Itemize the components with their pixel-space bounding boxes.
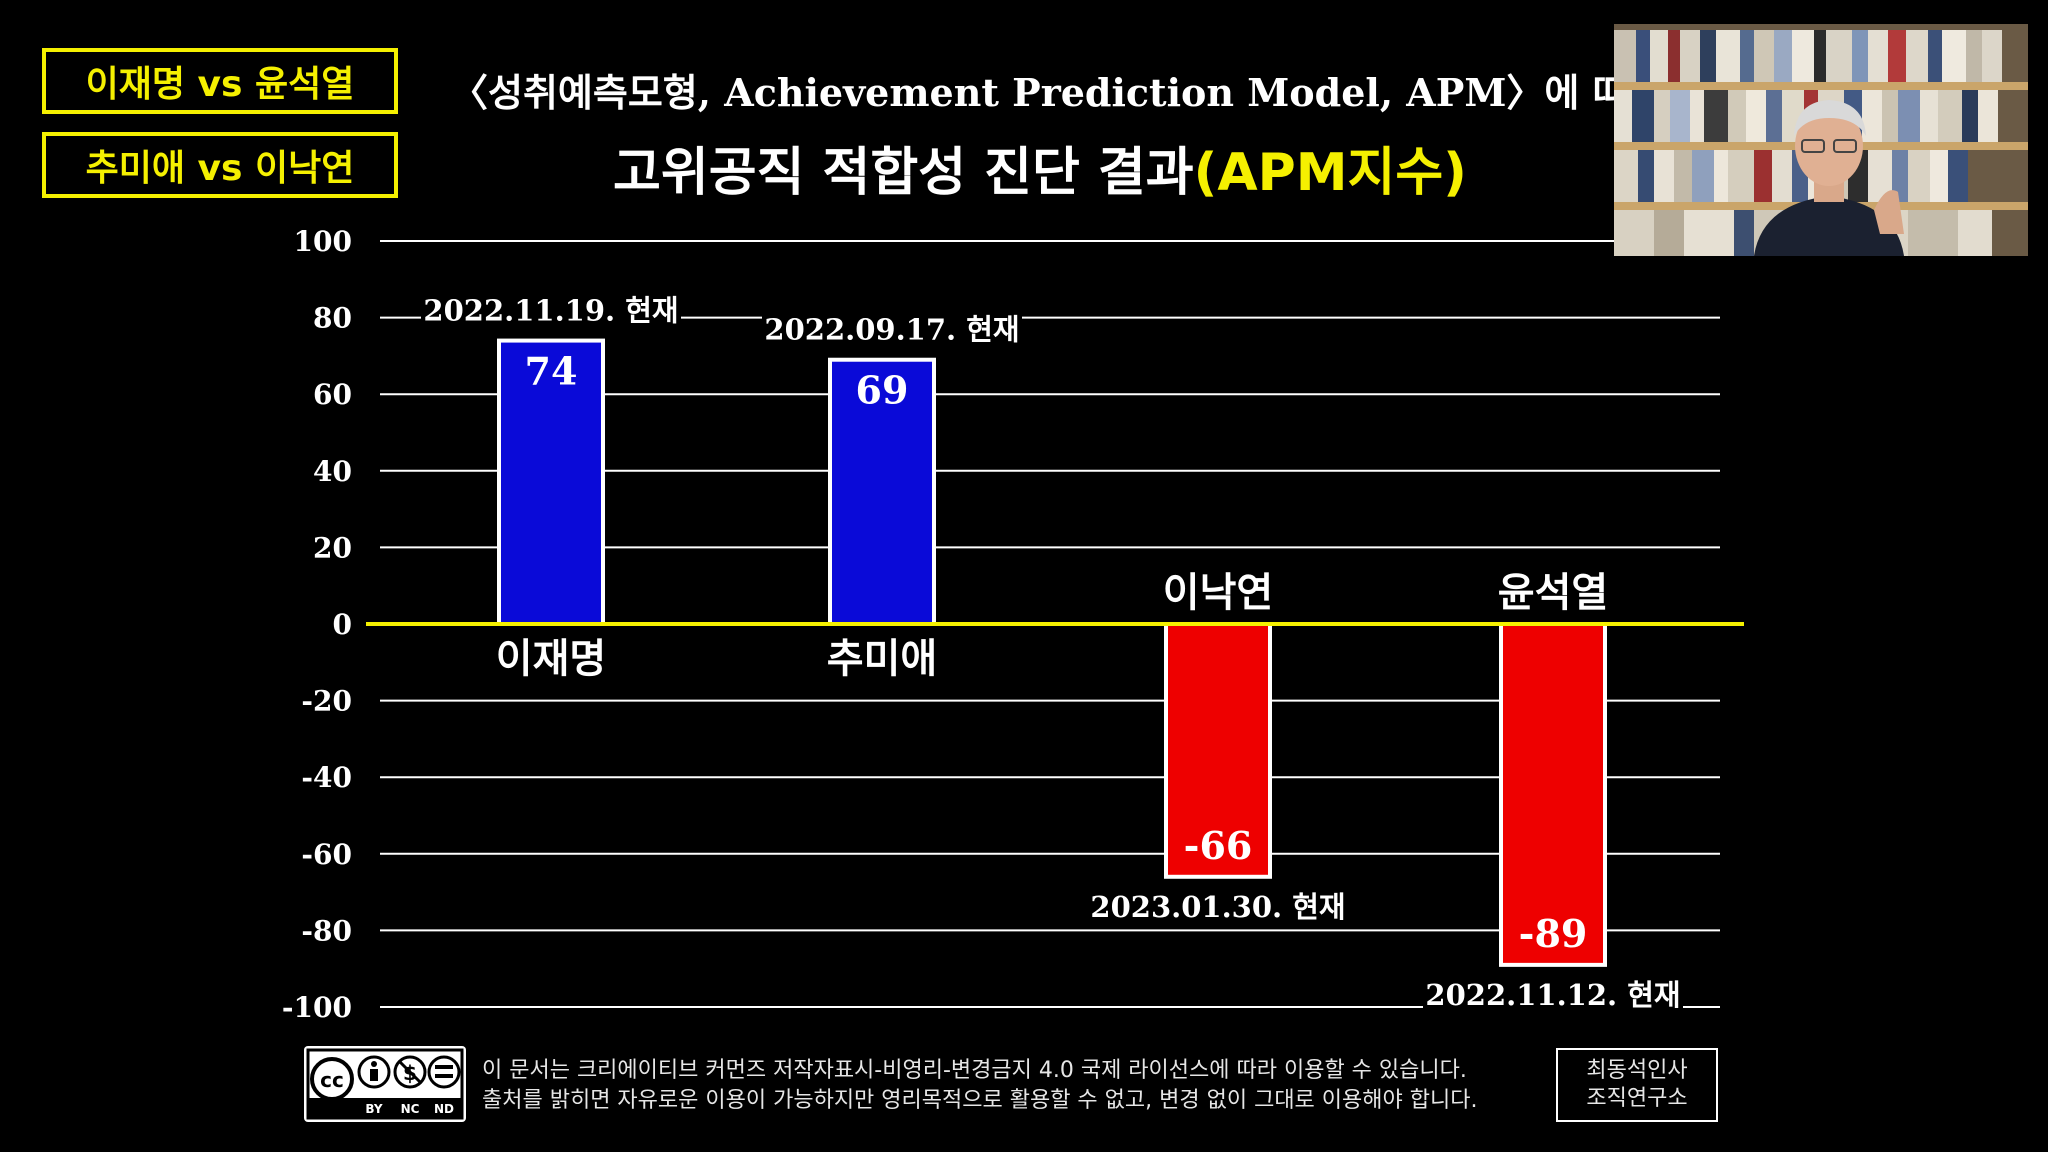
- y-tick-label: -80: [301, 914, 352, 947]
- y-tick-label: 40: [313, 455, 352, 488]
- chart-subtitle: 〈성취예측모형, Achievement Prediction Model, A…: [450, 70, 1663, 115]
- presenter-video-pip: [1614, 24, 2028, 256]
- date-label-bg: [421, 290, 681, 331]
- cc-license-badge: cc $ BY NC ND: [304, 1046, 466, 1122]
- bar-윤석열: [1499, 622, 1607, 967]
- category-label: 추미애: [827, 636, 937, 682]
- data-label: -66: [1184, 823, 1253, 868]
- svg-text:cc: cc: [320, 1068, 344, 1092]
- license-notice: 이 문서는 크리에이티브 커먼즈 저작자표시-비영리-변경금지 4.0 국제 라…: [482, 1056, 1477, 1116]
- org-line-2: 조직연구소: [1586, 1086, 1688, 1111]
- bar-추미애: [828, 357, 936, 626]
- bookshelf-row: [1614, 30, 2028, 82]
- license-line-1: 이 문서는 크리에이티브 커먼즈 저작자표시-비영리-변경금지 4.0 국제 라…: [482, 1058, 1467, 1083]
- cc-badge-label: ND: [434, 1102, 454, 1116]
- y-tick-label: -100: [282, 991, 352, 1024]
- cc-by-nc-nd-icon: cc $ BY NC ND: [306, 1048, 464, 1120]
- y-tick-label: 0: [333, 608, 352, 641]
- date-annotation: 2022.11.12. 현재: [1425, 978, 1680, 1012]
- category-label: 윤석열: [1498, 570, 1608, 616]
- y-tick-label: 100: [294, 225, 352, 258]
- shelf-board: [1614, 82, 2028, 90]
- category-label: 이낙연: [1163, 570, 1273, 616]
- cc-badge-label: NC: [401, 1102, 420, 1116]
- date-annotation: 2022.11.19. 현재: [423, 294, 678, 328]
- data-label: -89: [1519, 911, 1588, 956]
- data-label: 74: [525, 349, 578, 394]
- bar-이낙연: [1164, 622, 1272, 879]
- org-line-1: 최동석인사: [1586, 1058, 1688, 1083]
- y-tick-label: -40: [301, 761, 352, 794]
- category-label: 이재명: [496, 636, 606, 682]
- chart-title-main: 고위공직 적합성 진단 결과: [613, 143, 1194, 203]
- bar-이재명: [497, 338, 605, 626]
- chart-title: 고위공직 적합성 진단 결과(APM지수): [450, 130, 1630, 205]
- date-annotation: 2023.01.30. 현재: [1090, 890, 1345, 924]
- y-tick-label: -60: [301, 838, 352, 871]
- comparison-tag-1: 이재명 vs 윤석열: [42, 48, 398, 114]
- date-label-bg: [1088, 886, 1348, 927]
- y-tick-label: 20: [313, 531, 352, 564]
- date-label-bg: [1423, 974, 1683, 1015]
- organization-label: 최동석인사 조직연구소: [1556, 1048, 1718, 1122]
- chart-title-highlight: (APM지수): [1193, 143, 1467, 203]
- comparison-tag-2: 추미애 vs 이낙연: [42, 132, 398, 198]
- y-tick-label: 80: [313, 302, 352, 335]
- cc-badge-label: BY: [365, 1102, 382, 1116]
- license-line-2: 출처를 밝히면 자유로운 이용이 가능하지만 영리목적으로 활용할 수 없고, …: [482, 1088, 1478, 1113]
- date-label-bg: [762, 309, 1022, 350]
- data-label: 69: [856, 368, 909, 413]
- date-annotation: 2022.09.17. 현재: [764, 313, 1019, 347]
- y-tick-label: 60: [313, 378, 352, 411]
- presenter-figure: [1754, 100, 1904, 256]
- y-tick-label: -20: [301, 685, 352, 718]
